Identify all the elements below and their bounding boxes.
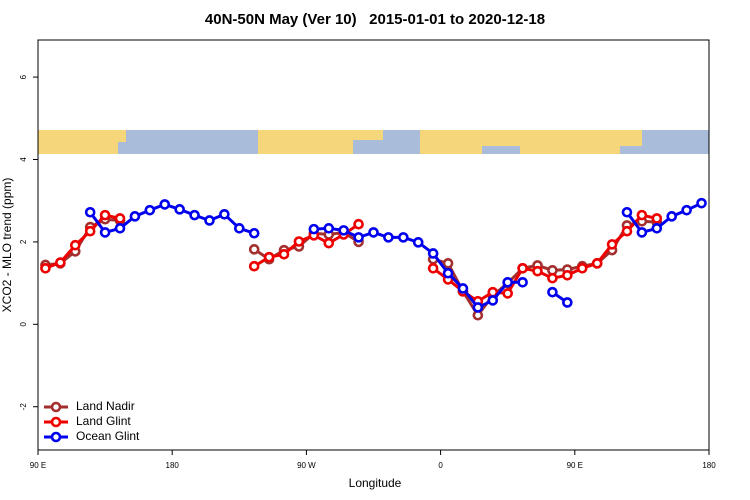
series-point (636, 209, 648, 221)
series-point (487, 295, 499, 306)
y-tick-label: 2 (19, 239, 28, 244)
series-point (353, 218, 364, 230)
series-point (412, 237, 424, 248)
y-tick-label: 0 (19, 322, 28, 327)
series-point (204, 215, 215, 226)
series-point (323, 223, 335, 234)
series-point (40, 262, 51, 274)
series-point (696, 197, 707, 209)
series-point (99, 227, 111, 238)
series-point (55, 257, 66, 268)
series-point (502, 288, 514, 299)
series-point (472, 302, 484, 313)
series-line (44, 213, 658, 303)
y-tick-label: -2 (19, 403, 28, 411)
series-point (517, 276, 528, 288)
series-point (234, 223, 245, 234)
series-point (159, 199, 171, 210)
series-point (398, 232, 409, 243)
series-point (69, 239, 81, 251)
series-point (427, 262, 439, 274)
x-tick-label: 90 E (30, 461, 46, 470)
map-land (353, 130, 383, 140)
series-point (84, 225, 96, 237)
y-tick-label: 4 (19, 157, 28, 162)
series-point (591, 258, 603, 269)
series-point (547, 286, 558, 298)
series-point (248, 227, 260, 239)
series-point (189, 209, 200, 221)
legend-marker (50, 416, 62, 428)
series-point (368, 227, 379, 238)
series-point (442, 258, 454, 269)
y-axis-label: XCO2 - MLO trend (ppm) (0, 178, 14, 313)
series-point (338, 225, 349, 236)
chart-title: 40N-50N May (Ver 10) 2015-01-01 to 2020-… (205, 11, 545, 28)
series-point (621, 225, 633, 237)
series-point (517, 262, 528, 274)
map-land (420, 130, 482, 154)
x-tick-label: 180 (702, 461, 716, 470)
map-land (520, 146, 620, 154)
legend-marker (50, 401, 62, 413)
series-point (427, 248, 439, 259)
series-point (248, 260, 260, 272)
series-point (547, 272, 558, 284)
series-point (562, 297, 573, 308)
series-point (576, 262, 588, 274)
series-point (621, 206, 633, 218)
series-point (144, 204, 156, 216)
series-point (293, 236, 305, 247)
map-land (482, 130, 642, 146)
series-point (174, 204, 185, 215)
y-tick-label: 6 (19, 74, 28, 79)
series-point (114, 223, 126, 234)
map-strip (38, 130, 709, 154)
series-point (99, 209, 111, 221)
legend-label: Land Glint (76, 414, 131, 428)
legend-marker (50, 431, 62, 443)
series-point (248, 244, 260, 255)
series-line (88, 201, 703, 309)
x-axis-label: Longitude (349, 476, 402, 490)
series-point (651, 223, 663, 234)
series-point (278, 248, 290, 260)
series-point (457, 283, 469, 294)
series-point (666, 211, 678, 222)
series-point (353, 232, 364, 243)
series-point (129, 211, 141, 222)
plot-frame (37, 39, 710, 451)
series-point (532, 265, 543, 277)
map-land (258, 130, 353, 154)
series-point (383, 232, 394, 243)
series-point (323, 237, 335, 249)
x-tick-label: 0 (438, 461, 443, 470)
legend-label: Ocean Glint (76, 429, 140, 443)
series-point (219, 209, 230, 220)
series-point (606, 239, 618, 250)
x-tick-label: 90 E (567, 461, 583, 470)
legend-label: Land Nadir (76, 399, 135, 413)
series-point (84, 206, 96, 218)
map-land (38, 130, 118, 154)
map-land (118, 130, 126, 142)
x-tick-label: 180 (166, 461, 180, 470)
series-point (502, 276, 514, 288)
x-tick-label: 90 W (297, 461, 316, 470)
series-point (263, 251, 275, 263)
series-point (681, 204, 692, 216)
series-point (442, 267, 454, 279)
series-point (562, 269, 573, 281)
series-point (308, 223, 320, 235)
series-point (114, 213, 126, 224)
series-point (651, 213, 663, 224)
series-point (636, 227, 648, 238)
